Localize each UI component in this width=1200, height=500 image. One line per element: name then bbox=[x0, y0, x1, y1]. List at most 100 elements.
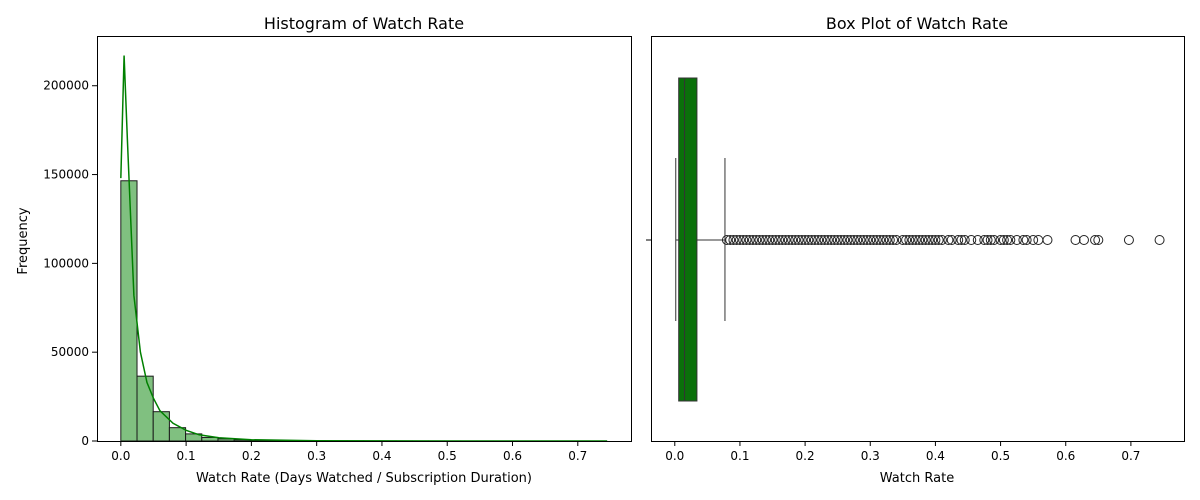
outlier-point bbox=[881, 235, 892, 245]
outlier-point bbox=[1070, 235, 1081, 245]
outlier-point bbox=[793, 235, 804, 245]
x-tick-label: 0.7 bbox=[568, 449, 587, 463]
outlier-point bbox=[1028, 235, 1039, 245]
outlier-point bbox=[953, 235, 964, 245]
y-tick-label: 100000 bbox=[43, 256, 89, 270]
boxplot-outliers bbox=[721, 235, 1165, 245]
outlier-point bbox=[738, 235, 749, 245]
outlier-point bbox=[1042, 235, 1053, 245]
histogram-panel: Histogram of Watch Rate 0.0 0.1 0.2 0.3 0.4 0… bbox=[16, 14, 632, 486]
histogram-bar bbox=[120, 180, 138, 442]
outlier-point bbox=[829, 235, 840, 245]
outlier-point bbox=[790, 235, 801, 245]
outlier-point bbox=[862, 235, 872, 245]
outlier-point bbox=[998, 235, 1009, 245]
outlier-point bbox=[875, 235, 886, 245]
outlier-point bbox=[764, 235, 775, 245]
outlier-point bbox=[780, 235, 791, 245]
boxplot-plot-frame bbox=[651, 36, 1185, 442]
outlier-point bbox=[1021, 235, 1032, 245]
outlier-point bbox=[1078, 235, 1089, 245]
outlier-point bbox=[741, 235, 752, 245]
histogram-bar bbox=[168, 427, 187, 442]
histogram-x-ticks: 0.0 0.1 0.2 0.3 0.4 0.5 0.6 0.7 bbox=[111, 441, 587, 463]
outlier-point bbox=[884, 235, 895, 245]
outlier-point bbox=[822, 235, 833, 245]
histogram-y-axis-label: Frequency bbox=[16, 207, 31, 274]
x-tick-label: 0.3 bbox=[861, 449, 880, 463]
outlier-point bbox=[839, 235, 850, 245]
outlier-point bbox=[787, 235, 798, 245]
outlier-point bbox=[1011, 235, 1022, 245]
outlier-point bbox=[888, 235, 899, 245]
outlier-point bbox=[956, 235, 967, 245]
y-tick-label: 50000 bbox=[51, 345, 89, 359]
outlier-point bbox=[901, 235, 912, 245]
boxplot-x-ticks: 0.0 0.1 0.2 0.3 0.4 0.5 0.6 0.7 bbox=[665, 441, 1140, 463]
y-tick-label: 200000 bbox=[43, 79, 89, 93]
outlier-point bbox=[910, 235, 921, 245]
outlier-point bbox=[813, 235, 824, 245]
outlier-point bbox=[842, 235, 853, 245]
histogram-x-axis-label: Watch Rate (Days Watched / Subscription … bbox=[196, 471, 532, 486]
outlier-point bbox=[757, 235, 768, 245]
outlier-point bbox=[897, 235, 908, 245]
outlier-point bbox=[796, 235, 807, 245]
outlier-point bbox=[728, 235, 739, 245]
outlier-point bbox=[848, 235, 859, 245]
outlier-point bbox=[936, 235, 947, 245]
x-tick-label: 0.4 bbox=[926, 449, 945, 463]
outlier-point bbox=[995, 235, 1006, 245]
outlier-point bbox=[930, 235, 941, 245]
box-iqr bbox=[678, 77, 698, 402]
outlier-point bbox=[982, 235, 993, 245]
outlier-point bbox=[832, 235, 843, 245]
outlier-point bbox=[852, 235, 863, 245]
outlier-point bbox=[985, 235, 996, 245]
outlier-point bbox=[770, 235, 781, 245]
outlier-point bbox=[1002, 235, 1013, 245]
boxplot-title: Box Plot of Watch Rate bbox=[826, 14, 1008, 33]
y-tick-label: 150000 bbox=[43, 168, 89, 182]
outlier-point bbox=[1093, 235, 1104, 245]
outlier-point bbox=[1005, 235, 1016, 245]
outlier-point bbox=[777, 235, 788, 245]
outlier-point bbox=[809, 235, 820, 245]
x-tick-label: 0.7 bbox=[1121, 449, 1140, 463]
outlier-point bbox=[966, 235, 977, 245]
outlier-point bbox=[747, 235, 758, 245]
outlier-point bbox=[721, 235, 732, 245]
outlier-point bbox=[946, 235, 957, 245]
outlier-point bbox=[761, 235, 772, 245]
x-tick-label: 0.6 bbox=[1056, 449, 1075, 463]
outlier-point bbox=[920, 235, 931, 245]
outlier-point bbox=[914, 235, 925, 245]
x-tick-label: 0.5 bbox=[438, 449, 457, 463]
histogram-bars bbox=[120, 180, 591, 442]
outlier-point bbox=[917, 235, 928, 245]
x-tick-label: 0.1 bbox=[730, 449, 749, 463]
outlier-point bbox=[806, 235, 817, 245]
outlier-point bbox=[904, 235, 915, 245]
outlier-point bbox=[927, 235, 938, 245]
histogram-plot-frame bbox=[97, 36, 632, 442]
outlier-point bbox=[891, 235, 902, 245]
outlier-point bbox=[1018, 235, 1029, 245]
outlier-point bbox=[878, 235, 889, 245]
outlier-point bbox=[783, 235, 794, 245]
outlier-point bbox=[816, 235, 827, 245]
outlier-point bbox=[1154, 235, 1165, 245]
histogram-bar bbox=[152, 411, 170, 442]
outlier-point bbox=[803, 235, 814, 245]
x-tick-label: 0.2 bbox=[242, 449, 261, 463]
x-tick-label: 0.6 bbox=[503, 449, 522, 463]
x-tick-label: 0.0 bbox=[111, 449, 130, 463]
outlier-point bbox=[865, 235, 876, 245]
outlier-point bbox=[826, 235, 837, 245]
kde-curve bbox=[120, 55, 608, 442]
x-tick-label: 0.2 bbox=[796, 449, 815, 463]
outlier-point bbox=[800, 235, 811, 245]
outlier-point bbox=[744, 235, 755, 245]
outlier-point bbox=[871, 235, 882, 245]
